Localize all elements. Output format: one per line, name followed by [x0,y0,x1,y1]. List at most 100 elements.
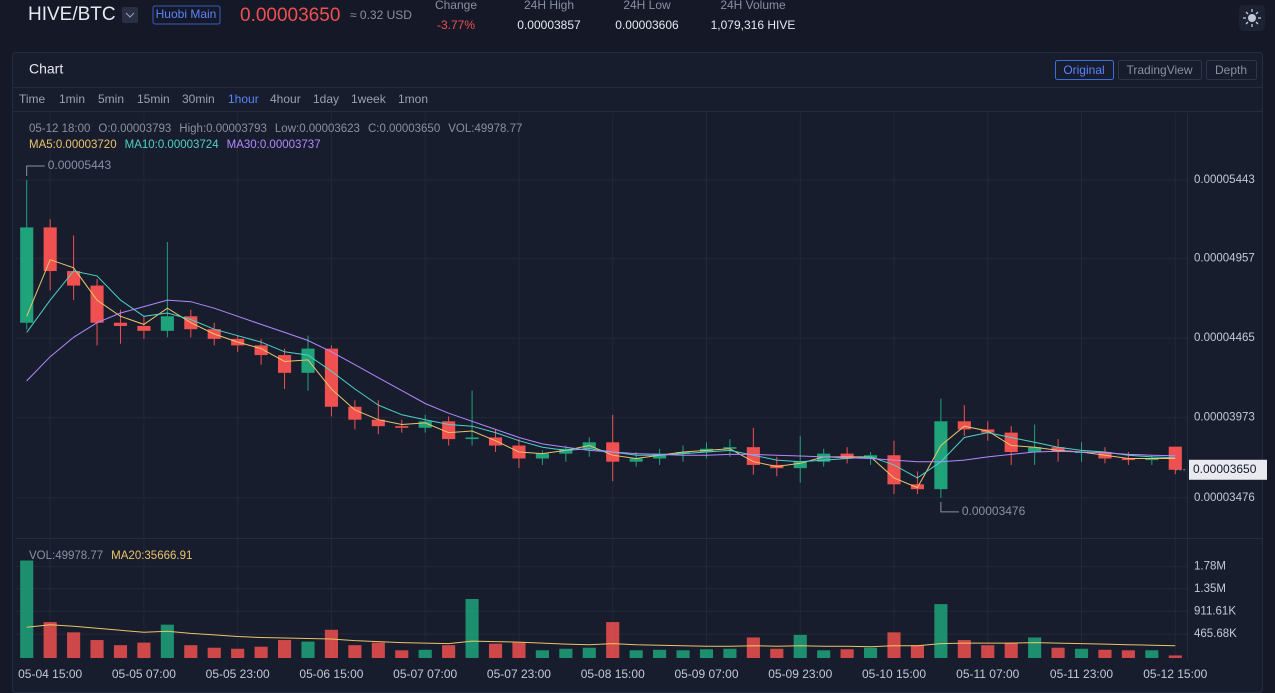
candle-body [1051,447,1065,453]
candle-body [1004,432,1018,453]
legend-entry: MA30:0.00003737 [227,139,321,151]
view-button[interactable] [1118,60,1202,80]
stat-value: -3.77% [437,18,475,32]
candle-body [793,461,807,469]
volume-bar [582,647,596,658]
volume-bar [1145,650,1159,658]
view-label: TradingView [1126,63,1192,77]
candle-body [113,322,128,326]
interval[interactable]: 1min [59,92,85,106]
volume-bar [653,649,667,658]
volume-bar [43,622,57,658]
volume-bar [395,650,409,658]
volume-tick-label: 1.78M [1194,561,1226,573]
theme-toggle[interactable] [1239,5,1265,31]
volume-legend-entry: MA20:35666.91 [111,550,192,562]
legend-entry: MA5:0.00003720 [29,139,117,151]
view-label: Depth [1215,63,1247,77]
volume-legend: VOL:49978.77 [29,550,103,562]
volume-tick-label: 1.35M [1194,583,1226,595]
interval[interactable]: 1mon [398,92,428,106]
candle-body [90,285,104,323]
volume-bar [863,647,878,658]
panel-title: Chart [29,61,63,77]
interval[interactable]: 30min [182,92,215,106]
stat-value: 1,079,316 HIVE [711,18,796,32]
high-label: 0.00005443 [48,158,112,172]
ohlc-info: Low:0.00003623 [275,123,360,135]
volume-bar [981,645,995,658]
price: 0.00003650 [240,5,340,26]
candle-body [254,345,268,356]
low-label: 0.00003476 [962,504,1026,518]
volume-bar [324,629,339,658]
interval[interactable]: 1day [313,92,339,106]
volume-bar [887,632,901,658]
x-tick-label: 05-05 07:00 [112,667,176,681]
stat-label: 24H High [524,0,574,12]
volume-bar [793,634,807,658]
interval[interactable]: 1week [351,92,387,106]
x-tick-label: 05-06 15:00 [299,667,363,681]
interval[interactable]: 4hour [270,92,301,106]
volume-bar [1121,650,1135,658]
last-price: 0.00003650 [1193,462,1257,476]
x-tick-label: 05-12 15:00 [1143,667,1207,681]
volume-bar [1004,642,1018,658]
ohlc-info: 05-12 18:00 [29,123,90,135]
candle-body [887,455,901,485]
view-button[interactable] [1206,60,1257,80]
volume-bar [1051,647,1065,658]
volume-bar [1074,648,1089,658]
volume-bar [770,648,784,658]
candle-body [1121,458,1135,461]
volume-bar [137,642,151,658]
candle-body [746,447,760,465]
candle-body [418,421,432,428]
candle-body [559,448,573,454]
candle-body [348,406,362,420]
ma-line [26,299,1176,463]
candle-body [653,453,667,459]
x-tick-label: 05-09 07:00 [674,667,738,681]
candle-body [957,421,971,430]
y-tick-label: 0.00003476 [1194,492,1255,504]
volume-bar [535,650,549,658]
candle-body [395,426,409,428]
x-tick-label: 05-09 23:00 [768,667,832,681]
candle-body [67,271,81,286]
x-tick-label: 05-08 15:00 [581,667,645,681]
view-button[interactable] [1055,60,1114,80]
candle-body [840,453,854,459]
pair-dropdown[interactable] [122,7,138,23]
x-tick-label: 05-05 23:00 [206,667,270,681]
volume-bar [418,649,432,658]
candle-body [137,325,151,331]
volume-bar [1168,655,1182,658]
low-marker [940,501,959,513]
volume-bar [231,648,245,658]
interval[interactable]: 5min [98,92,124,106]
ohlc-info: C:0.00003650 [368,123,440,135]
volume-bar [676,650,690,658]
stat-label: 24H Low [623,0,671,12]
interval[interactable]: 1hour [228,92,259,106]
volume-bar [90,640,104,658]
volume-tick-label: 911.61K [1194,605,1236,617]
candle-body [1028,447,1042,453]
candle-body [723,447,737,449]
volume-bar [301,641,315,658]
view-buttons: Original TradingView Depth [1055,60,1257,80]
volume-bar [371,642,385,658]
volume-bar [1098,649,1112,658]
x-tick-label: 05-10 15:00 [862,667,926,681]
y-tick-label: 0.00004957 [1194,253,1255,265]
volume-bar [488,643,503,658]
stat-label: Change [435,0,477,12]
interval[interactable]: 15min [137,92,170,106]
volume-bar [184,645,198,658]
volume-bar [746,637,760,658]
volume-bar [910,645,925,658]
candle-body [20,227,34,323]
